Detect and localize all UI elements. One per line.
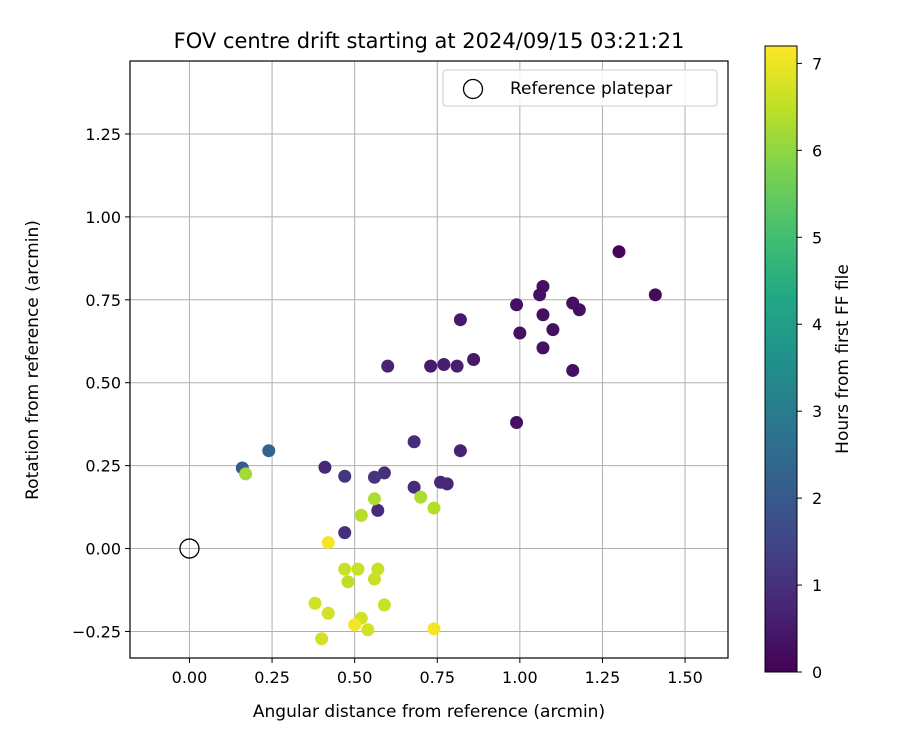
x-axis-label: Angular distance from reference (arcmin) <box>253 702 605 722</box>
y-axis-ticks: −0.25 0.00 0.25 0.50 0.75 1.00 1.25 <box>72 125 130 641</box>
data-point <box>566 363 580 377</box>
data-point <box>341 575 355 589</box>
data-point <box>440 477 454 491</box>
data-point <box>453 313 467 327</box>
data-point <box>321 536 335 550</box>
data-points <box>235 245 662 646</box>
plot-frame <box>129 60 729 659</box>
data-point <box>612 245 626 259</box>
data-point <box>427 622 441 636</box>
data-point <box>354 508 368 522</box>
data-point <box>321 606 335 620</box>
x-tick-label: 1.00 <box>502 668 538 687</box>
x-axis-ticks: 0.00 0.25 0.50 0.75 1.00 1.25 1.50 <box>172 658 703 687</box>
data-point <box>427 501 441 515</box>
data-point <box>450 359 464 373</box>
x-tick-label: 0.50 <box>337 668 373 687</box>
colorbar-label: Hours from first FF file <box>833 264 853 454</box>
colorbar-tick-label: 7 <box>812 54 822 73</box>
y-tick-label: 0.25 <box>85 457 121 476</box>
y-tick-label: 1.25 <box>85 125 121 144</box>
data-point <box>381 359 395 373</box>
colorbar-tick-label: 4 <box>812 315 822 334</box>
data-point <box>424 359 438 373</box>
data-point <box>648 288 662 302</box>
data-point <box>453 444 467 458</box>
reference-marker-layer <box>179 538 200 559</box>
data-point <box>367 572 381 586</box>
data-point <box>348 618 362 632</box>
data-point <box>367 470 381 484</box>
colorbar-tick-label: 0 <box>812 663 822 682</box>
data-point <box>407 480 421 494</box>
data-point <box>239 467 253 481</box>
data-point <box>371 503 385 517</box>
data-point <box>414 490 428 504</box>
data-point <box>377 466 391 480</box>
data-point <box>437 357 451 371</box>
colorbar-ticks: 0 1 2 3 4 5 6 7 <box>797 54 822 682</box>
data-point <box>533 288 547 302</box>
x-tick-label: 0.00 <box>172 668 208 687</box>
data-point <box>308 596 322 610</box>
grid-lines <box>130 61 728 658</box>
x-tick-label: 1.25 <box>585 668 621 687</box>
data-point <box>262 444 276 458</box>
data-point <box>377 598 391 612</box>
colorbar-tick-label: 1 <box>812 576 822 595</box>
colorbar-gradient <box>764 45 798 673</box>
legend-marker-reference <box>462 78 484 100</box>
chart-title: FOV centre drift starting at 2024/09/15 … <box>174 29 685 53</box>
colorbar-tick-label: 5 <box>812 228 822 247</box>
data-point <box>367 492 381 506</box>
data-point <box>407 435 421 449</box>
data-point <box>510 416 524 430</box>
legend-label-reference: Reference platepar <box>510 79 672 99</box>
data-point <box>318 460 332 474</box>
data-point <box>572 303 586 317</box>
data-point <box>536 308 550 322</box>
data-point <box>510 298 524 312</box>
reference-marker <box>179 538 200 559</box>
x-tick-label: 1.50 <box>667 668 703 687</box>
y-axis-label: Rotation from reference (arcmin) <box>23 220 43 500</box>
data-point <box>513 326 527 340</box>
x-tick-label: 0.75 <box>419 668 455 687</box>
legend-box <box>442 69 718 107</box>
data-point <box>546 323 560 337</box>
data-point <box>315 632 329 646</box>
data-point <box>536 341 550 355</box>
colorbar-tick-label: 6 <box>812 141 822 160</box>
data-point <box>467 353 481 366</box>
data-point <box>338 562 352 576</box>
colorbar-tick-label: 2 <box>812 489 822 508</box>
y-tick-label: 0.50 <box>85 374 121 393</box>
data-point <box>361 623 375 637</box>
y-tick-label: 0.75 <box>85 291 121 310</box>
y-tick-label: −0.25 <box>72 622 121 641</box>
colorbar: 0 1 2 3 4 5 6 7 Hours from first FF file <box>764 45 853 682</box>
data-point <box>338 469 352 483</box>
data-point <box>371 562 385 576</box>
y-tick-label: 0.00 <box>85 540 121 559</box>
colorbar-tick-label: 3 <box>812 402 822 421</box>
y-tick-label: 1.00 <box>85 208 121 227</box>
x-tick-label: 0.25 <box>254 668 290 687</box>
data-point <box>351 562 365 576</box>
data-point <box>338 526 352 540</box>
legend: Reference platepar <box>442 69 718 107</box>
